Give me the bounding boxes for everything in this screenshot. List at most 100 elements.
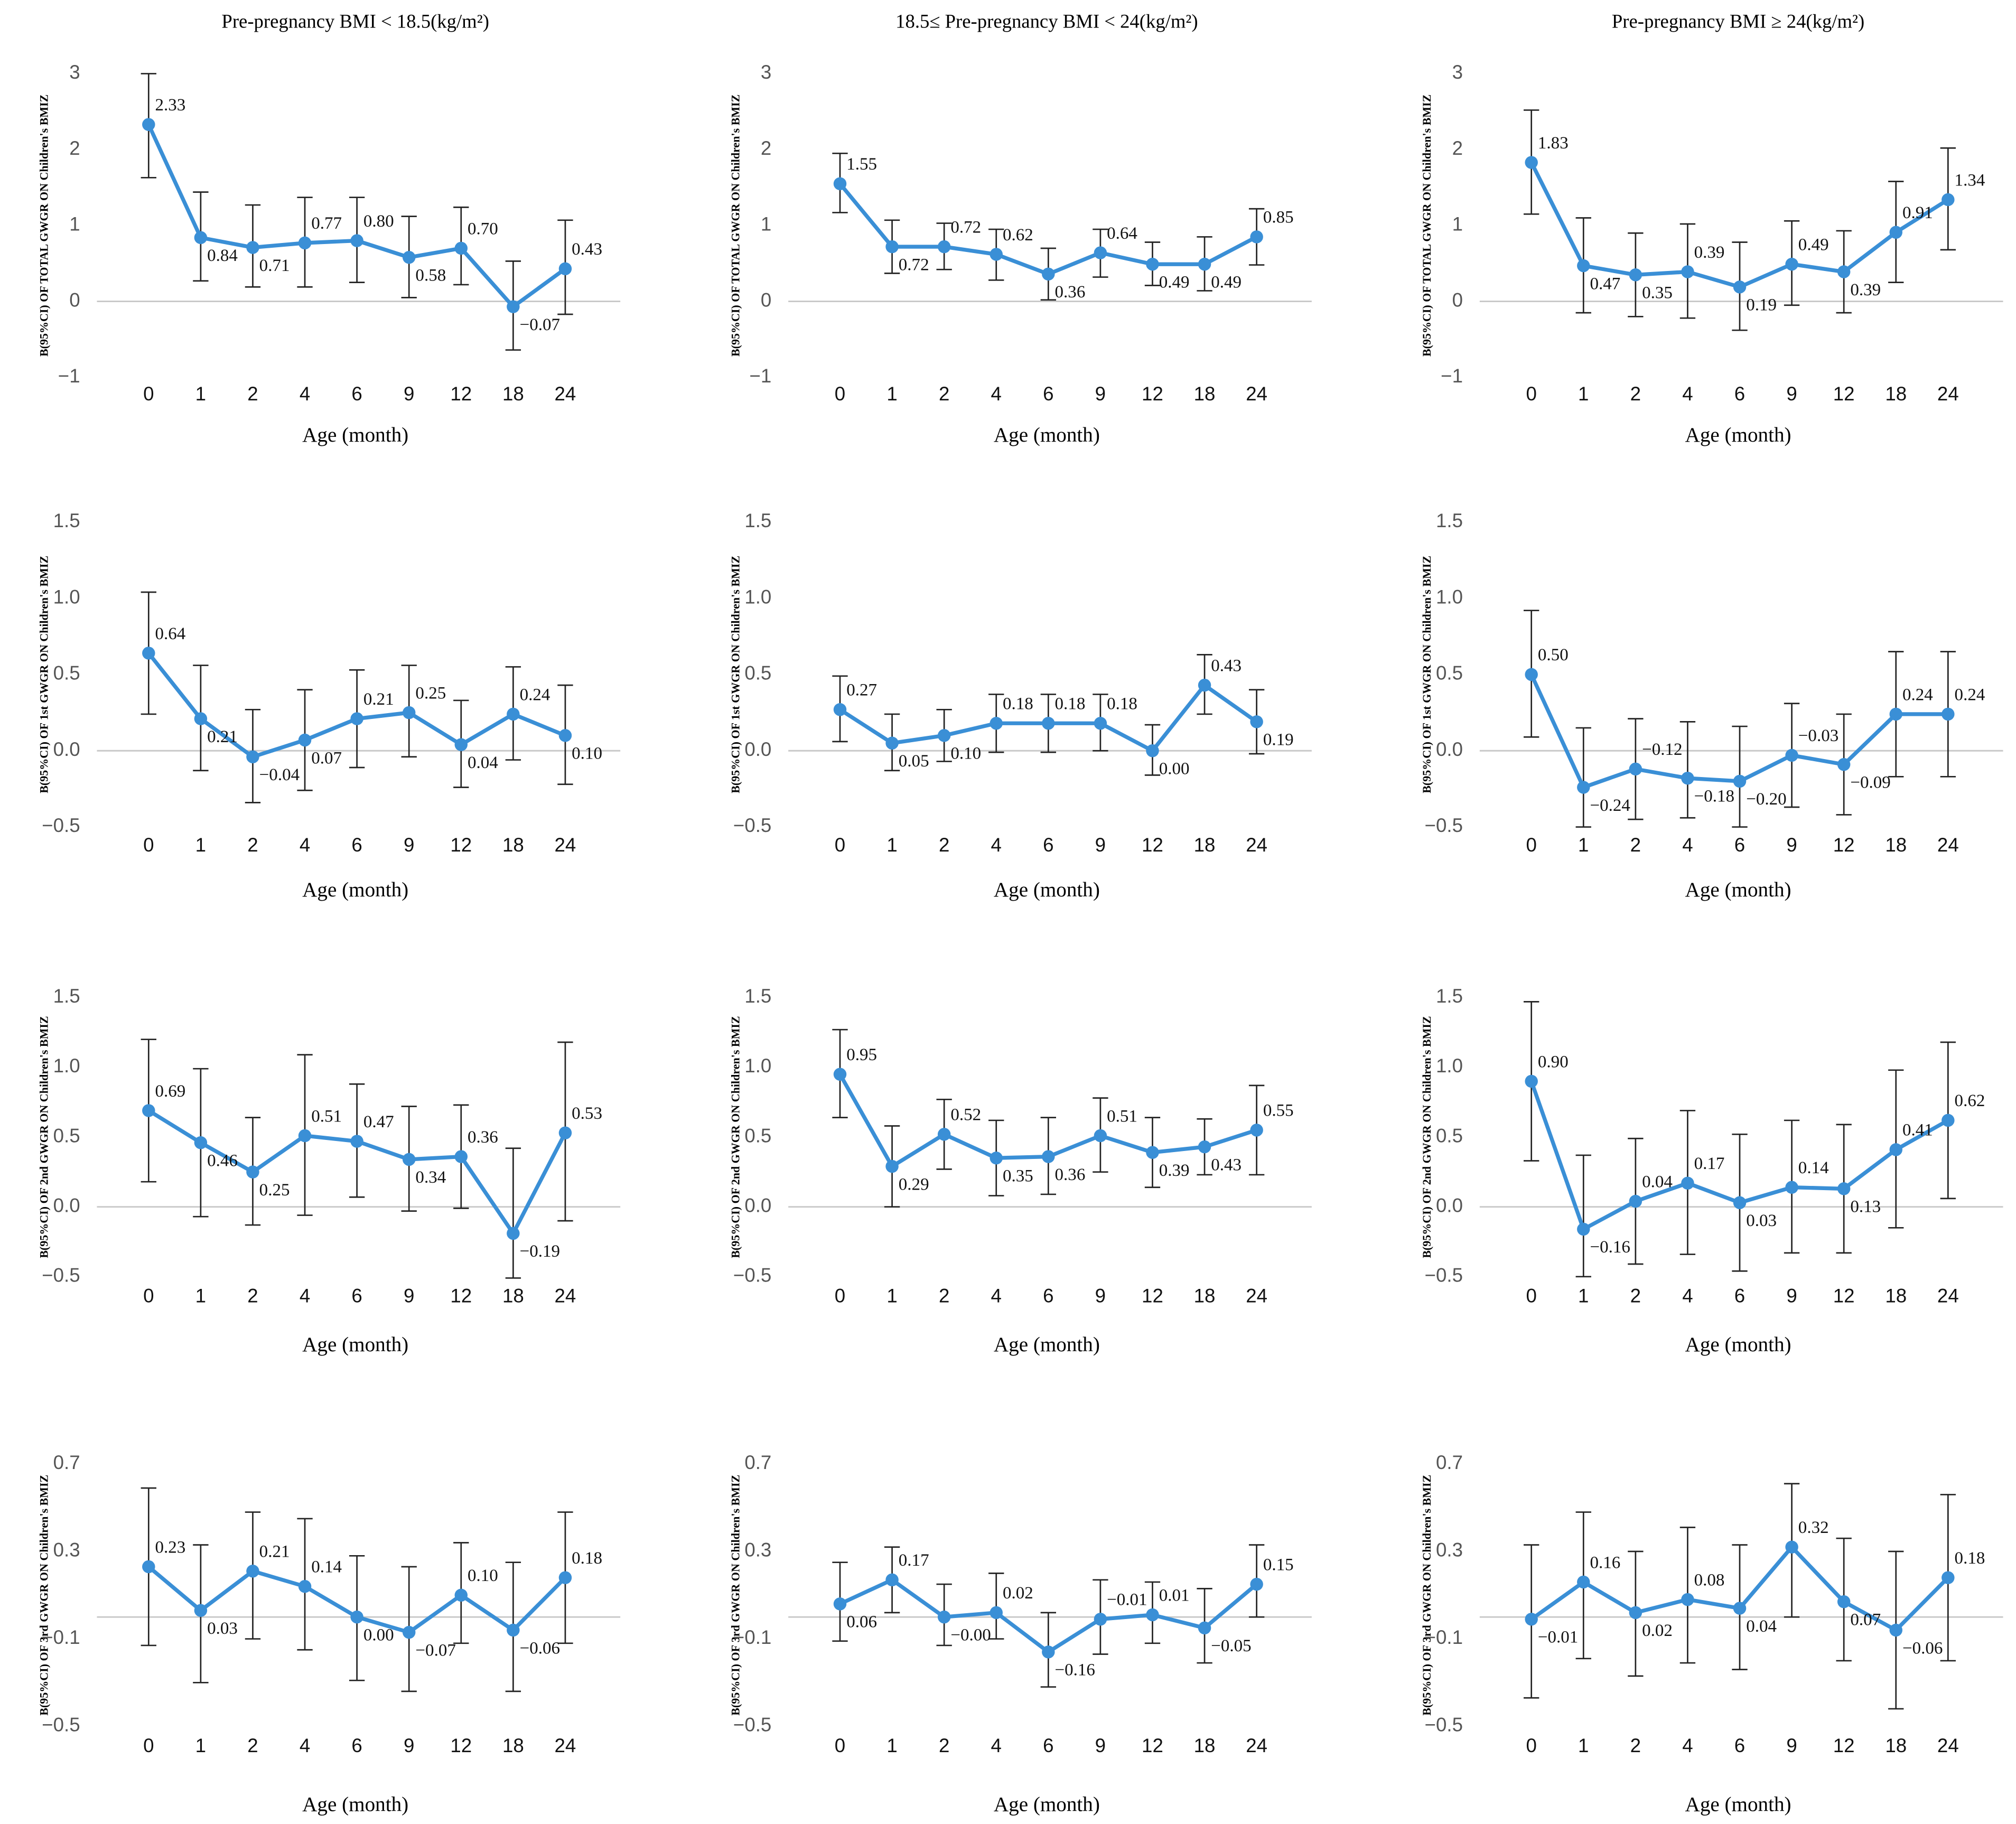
data-point <box>298 1129 312 1143</box>
y-tick-label: 0 <box>761 289 771 311</box>
data-point <box>1198 1140 1211 1154</box>
data-label: −0.07 <box>415 1641 455 1660</box>
data-point <box>1525 668 1538 681</box>
error-bar <box>1575 1154 1591 1278</box>
data-point <box>142 647 155 660</box>
data-label: 0.15 <box>1263 1555 1294 1574</box>
data-label: 0.07 <box>311 749 342 768</box>
data-label: 0.47 <box>1590 274 1621 293</box>
data-label: −0.12 <box>1642 740 1682 759</box>
y-tick-label: 1.0 <box>744 586 771 607</box>
y-tick-label: 0.5 <box>744 662 771 684</box>
x-axis-label: Age (month) <box>1685 1333 1791 1356</box>
data-label: −0.24 <box>1590 796 1630 815</box>
x-tick-label: 18 <box>1885 834 1907 856</box>
y-tick-label: 1.0 <box>744 1055 771 1077</box>
x-axis-label: Age (month) <box>1685 878 1791 901</box>
data-label: 0.43 <box>572 240 602 259</box>
panel-title: Pre-pregnancy BMI ≥ 24(kg/m²) <box>1612 10 1864 32</box>
error-bar <box>1575 727 1591 828</box>
data-point <box>1681 265 1694 278</box>
data-label: 1.83 <box>1538 134 1569 153</box>
y-tick-label: 0.5 <box>53 662 80 684</box>
x-tick-label: 0 <box>1526 1735 1536 1756</box>
data-point <box>507 1623 520 1637</box>
data-point <box>1250 715 1263 728</box>
data-point <box>1942 193 1955 207</box>
data-label: 0.18 <box>1003 695 1033 714</box>
data-point <box>1577 781 1590 794</box>
data-point <box>1785 1181 1798 1194</box>
data-point <box>1837 1595 1851 1608</box>
x-tick-label: 24 <box>555 383 576 405</box>
data-label: 0.27 <box>846 681 877 700</box>
x-tick-label: 6 <box>1734 834 1745 856</box>
data-point <box>1733 280 1747 294</box>
data-point <box>1733 1602 1747 1615</box>
panel: B(95%CI) OF 2nd GWGR ON Children's BMIZ A… <box>38 985 621 1356</box>
x-axis-label: Age (month) <box>302 424 408 446</box>
panel: B(95%CI) OF 2nd GWGR ON Children's BMIZ A… <box>1420 985 2003 1356</box>
data-point <box>1889 1623 1902 1637</box>
data-point <box>1785 1540 1798 1554</box>
data-point <box>1525 156 1538 169</box>
panel-title: 18.5≤ Pre-pregnancy BMI < 24(kg/m²) <box>895 10 1198 32</box>
data-label: 0.95 <box>846 1045 877 1064</box>
error-bar <box>1679 721 1696 819</box>
data-point <box>1146 744 1159 757</box>
y-tick-label: −0.5 <box>42 1264 80 1286</box>
panel: B(95%CI) OF 3rd GWGR ON Children's BMIZ A… <box>729 1452 1312 1816</box>
data-label: −0.20 <box>1746 790 1786 809</box>
x-tick-label: 2 <box>247 834 258 856</box>
y-axis-label: B(95%CI) OF 1st GWGR ON Children's BMIZ <box>38 556 51 793</box>
x-tick-label: 9 <box>1786 834 1797 856</box>
y-tick-label: 1.5 <box>1436 510 1463 531</box>
x-axis-label: Age (month) <box>302 878 408 901</box>
data-point <box>1042 1645 1055 1659</box>
x-tick-label: 12 <box>450 1735 472 1756</box>
data-point <box>1577 1575 1590 1589</box>
x-tick-label: 1 <box>1578 1285 1589 1307</box>
x-tick-label: 1 <box>886 834 897 856</box>
y-axis-label: B(95%CI) OF 1st GWGR ON Children's BMIZ <box>729 556 742 793</box>
data-label: 0.06 <box>846 1613 877 1632</box>
x-tick-label: 4 <box>300 383 310 405</box>
x-tick-label: 9 <box>1786 383 1797 405</box>
x-tick-label: 0 <box>1526 1285 1536 1307</box>
data-label: −0.03 <box>1798 726 1838 745</box>
x-tick-label: 4 <box>1682 834 1693 856</box>
y-tick-label: 0 <box>1452 289 1463 311</box>
data-label: −0.16 <box>1055 1661 1095 1680</box>
data-label: 0.39 <box>1694 243 1725 262</box>
data-point <box>1146 1146 1159 1159</box>
x-axis-label: Age (month) <box>302 1333 408 1356</box>
x-tick-label: 9 <box>404 1735 414 1756</box>
x-tick-label: 6 <box>351 1285 362 1307</box>
x-tick-label: 18 <box>1194 383 1216 405</box>
data-point <box>990 1152 1003 1165</box>
data-point <box>142 1560 155 1574</box>
data-label: 0.24 <box>1902 685 1933 704</box>
data-point <box>1198 678 1211 692</box>
x-tick-label: 2 <box>1630 834 1641 856</box>
panel: Pre-pregnancy BMI ≥ 24(kg/m²) B(95%CI) OF… <box>1420 10 2003 446</box>
data-label: 0.80 <box>363 212 394 231</box>
panel: B(95%CI) OF 3rd GWGR ON Children's BMIZ A… <box>1420 1452 2003 1816</box>
data-point <box>1250 1577 1263 1591</box>
data-label: 0.50 <box>1538 646 1569 665</box>
data-label: 0.25 <box>415 684 446 703</box>
x-tick-label: 18 <box>1194 1735 1216 1756</box>
x-axis-label: Age (month) <box>994 878 1100 901</box>
y-tick-label: 0.5 <box>1436 662 1463 684</box>
y-axis-label: B(95%CI) OF 3rd GWGR ON Children's BMIZ <box>729 1475 742 1716</box>
data-label: 0.71 <box>259 256 290 275</box>
x-tick-label: 12 <box>1833 383 1855 405</box>
x-tick-label: 6 <box>1734 1285 1745 1307</box>
data-point <box>454 738 468 751</box>
data-point <box>990 248 1003 261</box>
y-tick-label: 1 <box>69 213 80 235</box>
y-tick-label: 0 <box>69 289 80 311</box>
data-label: 0.21 <box>259 1542 290 1561</box>
x-tick-label: 18 <box>502 834 524 856</box>
